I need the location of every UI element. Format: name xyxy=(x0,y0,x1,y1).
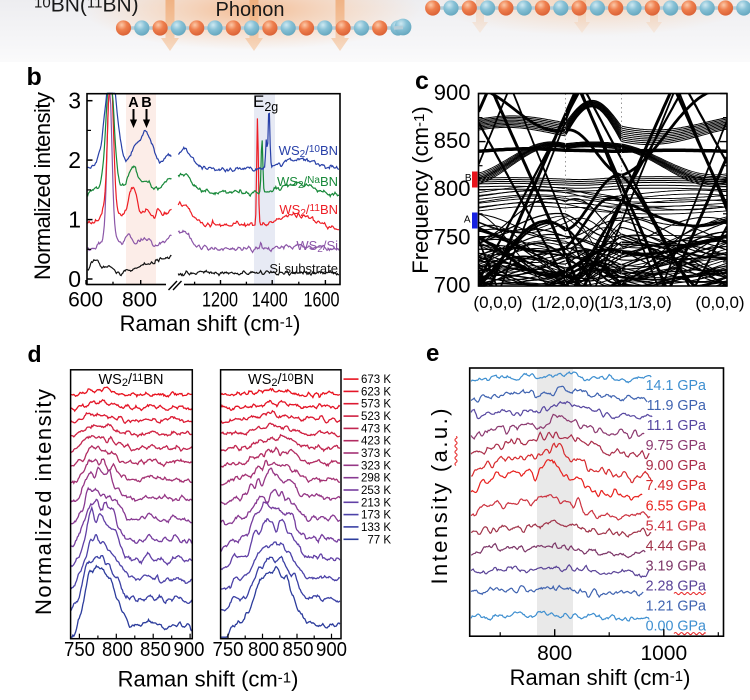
svg-text:473 K: 473 K xyxy=(361,423,391,435)
svg-text:623 K: 623 K xyxy=(361,386,391,398)
svg-text:850: 850 xyxy=(283,639,314,661)
svg-text:900: 900 xyxy=(434,80,471,105)
svg-text:800: 800 xyxy=(434,176,471,201)
svg-text:1200: 1200 xyxy=(202,289,238,312)
svg-text:WS2/Si: WS2/Si xyxy=(296,238,338,255)
svg-text:9.75 GPa: 9.75 GPa xyxy=(646,438,706,454)
svg-text:A: A xyxy=(464,215,471,226)
svg-text:750: 750 xyxy=(64,639,95,661)
svg-text:800: 800 xyxy=(248,639,279,661)
svg-text:0: 0 xyxy=(68,266,81,292)
svg-text:Raman shift (cm-1): Raman shift (cm-1) xyxy=(510,665,691,690)
svg-text:77 K: 77 K xyxy=(361,534,391,546)
svg-text:850: 850 xyxy=(434,128,471,153)
svg-text:800: 800 xyxy=(537,642,572,665)
svg-text:3.19 GPa: 3.19 GPa xyxy=(646,559,706,575)
svg-text:Raman shift (cm-1): Raman shift (cm-1) xyxy=(118,667,299,692)
svg-text:Phonon: Phonon xyxy=(216,0,285,21)
svg-text:213 K: 213 K xyxy=(361,497,391,509)
svg-text:A: A xyxy=(128,95,139,111)
svg-text:(1/2,0,0): (1/2,0,0) xyxy=(531,293,594,312)
svg-text:900: 900 xyxy=(174,639,205,661)
svg-text:Normalized intensity: Normalized intensity xyxy=(30,92,55,280)
svg-text:1600: 1600 xyxy=(304,289,340,312)
svg-text:Si substrate: Si substrate xyxy=(269,261,338,276)
svg-text:WS2/NaBN: WS2/NaBN xyxy=(277,174,338,191)
svg-text:173 K: 173 K xyxy=(361,510,391,522)
svg-text:Raman shift (cm-1): Raman shift (cm-1) xyxy=(120,311,301,336)
svg-text:1400: 1400 xyxy=(252,289,288,312)
svg-text:323 K: 323 K xyxy=(361,460,391,472)
svg-text:(0,0,0): (0,0,0) xyxy=(695,293,744,312)
svg-text:WS2/10BN: WS2/10BN xyxy=(248,372,314,389)
svg-text:WS2/11BN: WS2/11BN xyxy=(98,372,163,389)
svg-text:B: B xyxy=(465,173,472,184)
svg-text:600: 600 xyxy=(68,289,103,312)
svg-text:(1/3,1/3,0): (1/3,1/3,0) xyxy=(594,293,672,312)
svg-text:373 K: 373 K xyxy=(361,448,391,460)
svg-text:11.9 GPa: 11.9 GPa xyxy=(647,398,706,414)
svg-text:800: 800 xyxy=(102,639,133,661)
svg-text:850: 850 xyxy=(140,639,171,661)
svg-text:Normalized intensity: Normalized intensity xyxy=(31,389,56,615)
svg-text:0.00 GPa: 0.00 GPa xyxy=(646,619,706,635)
svg-text:9.00 GPa: 9.00 GPa xyxy=(646,458,706,474)
svg-text:c: c xyxy=(415,67,429,95)
svg-text:B: B xyxy=(141,95,151,111)
svg-text:7.49 GPa: 7.49 GPa xyxy=(646,478,706,494)
svg-text:14.1 GPa: 14.1 GPa xyxy=(646,378,706,394)
svg-text:e: e xyxy=(426,340,439,367)
svg-text:5.41 GPa: 5.41 GPa xyxy=(646,518,706,534)
svg-text:1.21 GPa: 1.21 GPa xyxy=(646,599,706,615)
svg-text:11.1 GPa: 11.1 GPa xyxy=(647,418,706,434)
svg-text:WS2/10BN: WS2/10BN xyxy=(279,143,338,160)
svg-text:1000: 1000 xyxy=(640,642,687,665)
svg-text:WS2/11BN: WS2/11BN xyxy=(279,202,338,219)
svg-text:2: 2 xyxy=(68,147,81,173)
svg-text:750: 750 xyxy=(434,224,471,249)
svg-text:d: d xyxy=(28,341,42,367)
svg-text:b: b xyxy=(27,63,42,91)
svg-text:6.55 GPa: 6.55 GPa xyxy=(646,498,706,514)
svg-text:673 K: 673 K xyxy=(361,374,391,386)
svg-text:3: 3 xyxy=(68,88,81,114)
svg-text:253 K: 253 K xyxy=(361,485,391,497)
svg-text:4.44 GPa: 4.44 GPa xyxy=(646,538,706,554)
svg-text:Frequency (cm-1): Frequency (cm-1) xyxy=(408,106,433,273)
svg-text:298 K: 298 K xyxy=(361,473,391,485)
svg-text:800: 800 xyxy=(122,289,157,312)
svg-text:423 K: 423 K xyxy=(361,436,391,448)
svg-text:133 K: 133 K xyxy=(361,522,391,534)
svg-text:750: 750 xyxy=(213,639,244,661)
svg-text:10BN(11BN): 10BN(11BN) xyxy=(34,0,139,17)
svg-text:900: 900 xyxy=(316,639,347,661)
svg-text:700: 700 xyxy=(434,273,471,298)
svg-text:1: 1 xyxy=(68,207,81,233)
svg-text:2.28 GPa: 2.28 GPa xyxy=(646,579,706,595)
svg-text:(0,0,0): (0,0,0) xyxy=(473,293,522,312)
svg-text:573 K: 573 K xyxy=(361,399,391,411)
svg-text:Intensity (a.u.): Intensity (a.u.) xyxy=(427,409,452,585)
svg-text:523 K: 523 K xyxy=(361,411,391,423)
